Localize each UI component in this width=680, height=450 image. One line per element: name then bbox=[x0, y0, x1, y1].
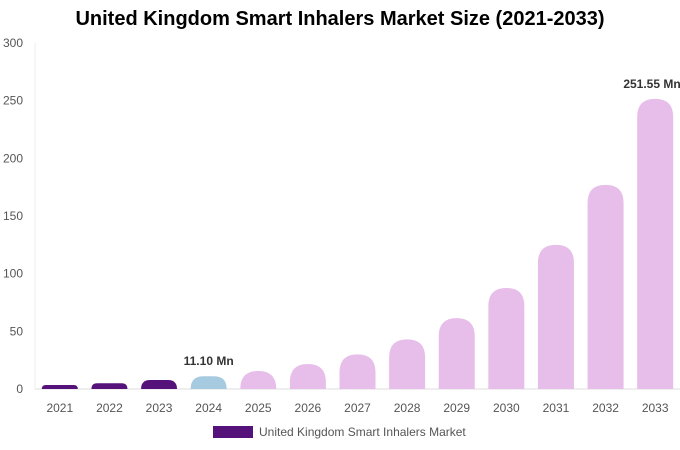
bar-2024 bbox=[190, 376, 227, 389]
x-tick-label: 2023 bbox=[146, 401, 173, 415]
bar-2033 bbox=[637, 98, 674, 389]
bar-2032 bbox=[587, 184, 624, 389]
bar-2029 bbox=[438, 318, 475, 389]
y-tick-label: 150 bbox=[3, 209, 23, 223]
x-tick-label: 2025 bbox=[245, 401, 272, 415]
y-tick-label: 0 bbox=[16, 382, 23, 396]
y-tick-label: 200 bbox=[3, 151, 23, 165]
bar-2030 bbox=[488, 287, 525, 389]
x-tick-label: 2022 bbox=[96, 401, 123, 415]
bar-2025 bbox=[240, 371, 277, 389]
y-tick-label: 250 bbox=[3, 94, 23, 108]
x-tick-label: 2026 bbox=[295, 401, 322, 415]
legend-label: United Kingdom Smart Inhalers Market bbox=[259, 425, 466, 439]
x-tick-label: 2029 bbox=[443, 401, 470, 415]
bar-2028 bbox=[389, 339, 426, 389]
x-tick-label: 2027 bbox=[344, 401, 371, 415]
bar-2021 bbox=[41, 384, 78, 389]
x-tick-label: 2030 bbox=[493, 401, 520, 415]
legend-swatch bbox=[213, 426, 253, 438]
data-label: 251.55 Mn bbox=[623, 77, 680, 91]
bar-2031 bbox=[537, 244, 574, 389]
x-tick-label: 2031 bbox=[543, 401, 570, 415]
y-tick-label: 100 bbox=[3, 267, 23, 281]
bar-2027 bbox=[339, 354, 376, 389]
y-tick-label: 300 bbox=[3, 36, 23, 50]
bar-2026 bbox=[289, 363, 326, 389]
x-tick-label: 2033 bbox=[642, 401, 669, 415]
bar-2022 bbox=[91, 383, 128, 389]
data-label: 11.10 Mn bbox=[184, 354, 234, 368]
y-tick-label: 50 bbox=[10, 324, 24, 338]
x-tick-label: 2032 bbox=[592, 401, 619, 415]
x-tick-label: 2028 bbox=[394, 401, 421, 415]
x-tick-label: 2024 bbox=[195, 401, 222, 415]
legend[interactable]: United Kingdom Smart Inhalers Market bbox=[213, 425, 466, 439]
x-tick-label: 2021 bbox=[46, 401, 73, 415]
bar-2023 bbox=[141, 380, 178, 389]
chart-title: United Kingdom Smart Inhalers Market Siz… bbox=[75, 8, 605, 30]
